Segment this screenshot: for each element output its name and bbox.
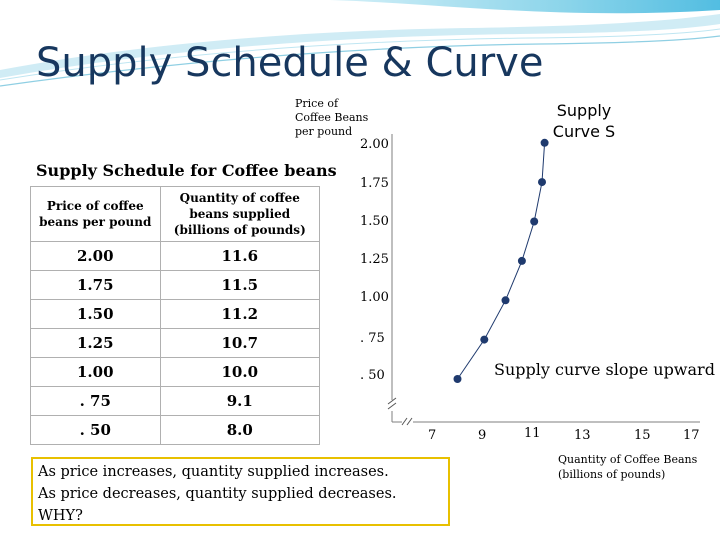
y-axis-label-line: Price of [295,97,339,110]
summary-line: As price decreases, quantity supplied de… [38,486,397,502]
data-point [517,256,526,265]
price-cell: . 75 [30,386,161,416]
supply-curve-label: Supply Curve S [548,100,620,142]
supply-schedule-table: Price of coffee beans per pound Quantity… [30,186,321,445]
price-cell: 1.25 [30,328,161,358]
y-axis-label: Price of Coffee Beans per pound [295,97,368,139]
x-axis-label-line: Quantity of Coffee Beans [558,453,698,466]
y-tick-label: . 50 [360,368,385,383]
y-tick-label: 1.25 [360,252,389,267]
decorative-wave-banner [0,0,720,87]
table-row: 1.50 11.2 [30,299,321,329]
table-title: Supply Schedule for Coffee beans [36,161,337,180]
y-tick-label: 1.00 [360,290,389,305]
data-point [453,375,462,383]
quantity-cell: 11.2 [159,299,321,329]
data-point [540,138,549,147]
x-tick-label: 15 [634,428,651,443]
summary-question: WHY? [38,508,83,524]
column-header-price: Price of coffee beans per pound [30,186,161,242]
data-point [480,335,489,344]
quantity-cell: 10.7 [159,328,321,358]
quantity-cell: 8.0 [159,415,321,445]
summary-line: As price increases, quantity supplied in… [38,464,389,480]
y-axis-break [387,402,397,410]
y-axis-break [387,397,397,405]
y-tick-label: 2.00 [360,137,389,152]
y-tick-label: 1.75 [360,176,389,191]
table-row: 2.00 11.6 [30,241,321,271]
table-row: . 50 8.0 [30,415,321,445]
supply-curve-label-line: Supply [556,101,612,120]
y-axis-label-line: per pound [295,125,353,138]
slide-title: Supply Schedule & Curve [36,40,544,86]
supply-curve-series [453,138,549,383]
data-point [501,296,510,305]
x-tick-label: 13 [574,428,591,443]
table-row: . 75 9.1 [30,386,321,416]
table-header-row: Price of coffee beans per pound Quantity… [30,186,321,242]
summary-box: As price increases, quantity supplied in… [31,457,450,526]
supply-curve-label-line: Curve S [552,122,616,141]
x-axis-break [406,417,413,426]
x-tick-label: 11 [524,426,541,441]
quantity-cell: 11.6 [159,241,321,271]
supply-curve-line [457,142,546,380]
x-axis-label: Quantity of Coffee Beans (billions of po… [558,452,697,482]
x-tick-label: 9 [478,428,487,443]
table-row: 1.25 10.7 [30,328,321,358]
x-tick-label: 7 [428,428,437,443]
table-row: 1.00 10.0 [30,357,321,387]
x-tick-label: 17 [683,428,700,443]
y-tick-label: . 75 [360,331,385,346]
data-point [530,217,539,226]
price-cell: . 50 [30,415,161,445]
y-tick-label: 1.50 [360,214,389,229]
slope-annotation: Supply curve slope upward [494,360,715,379]
data-point [538,178,546,187]
quantity-cell: 9.1 [159,386,321,416]
x-axis-label-line: (billions of pounds) [558,468,666,481]
x-axis-break [401,417,408,426]
price-cell: 2.00 [30,241,161,271]
quantity-cell: 10.0 [159,357,321,387]
y-axis-label-line: Coffee Beans [295,111,369,124]
